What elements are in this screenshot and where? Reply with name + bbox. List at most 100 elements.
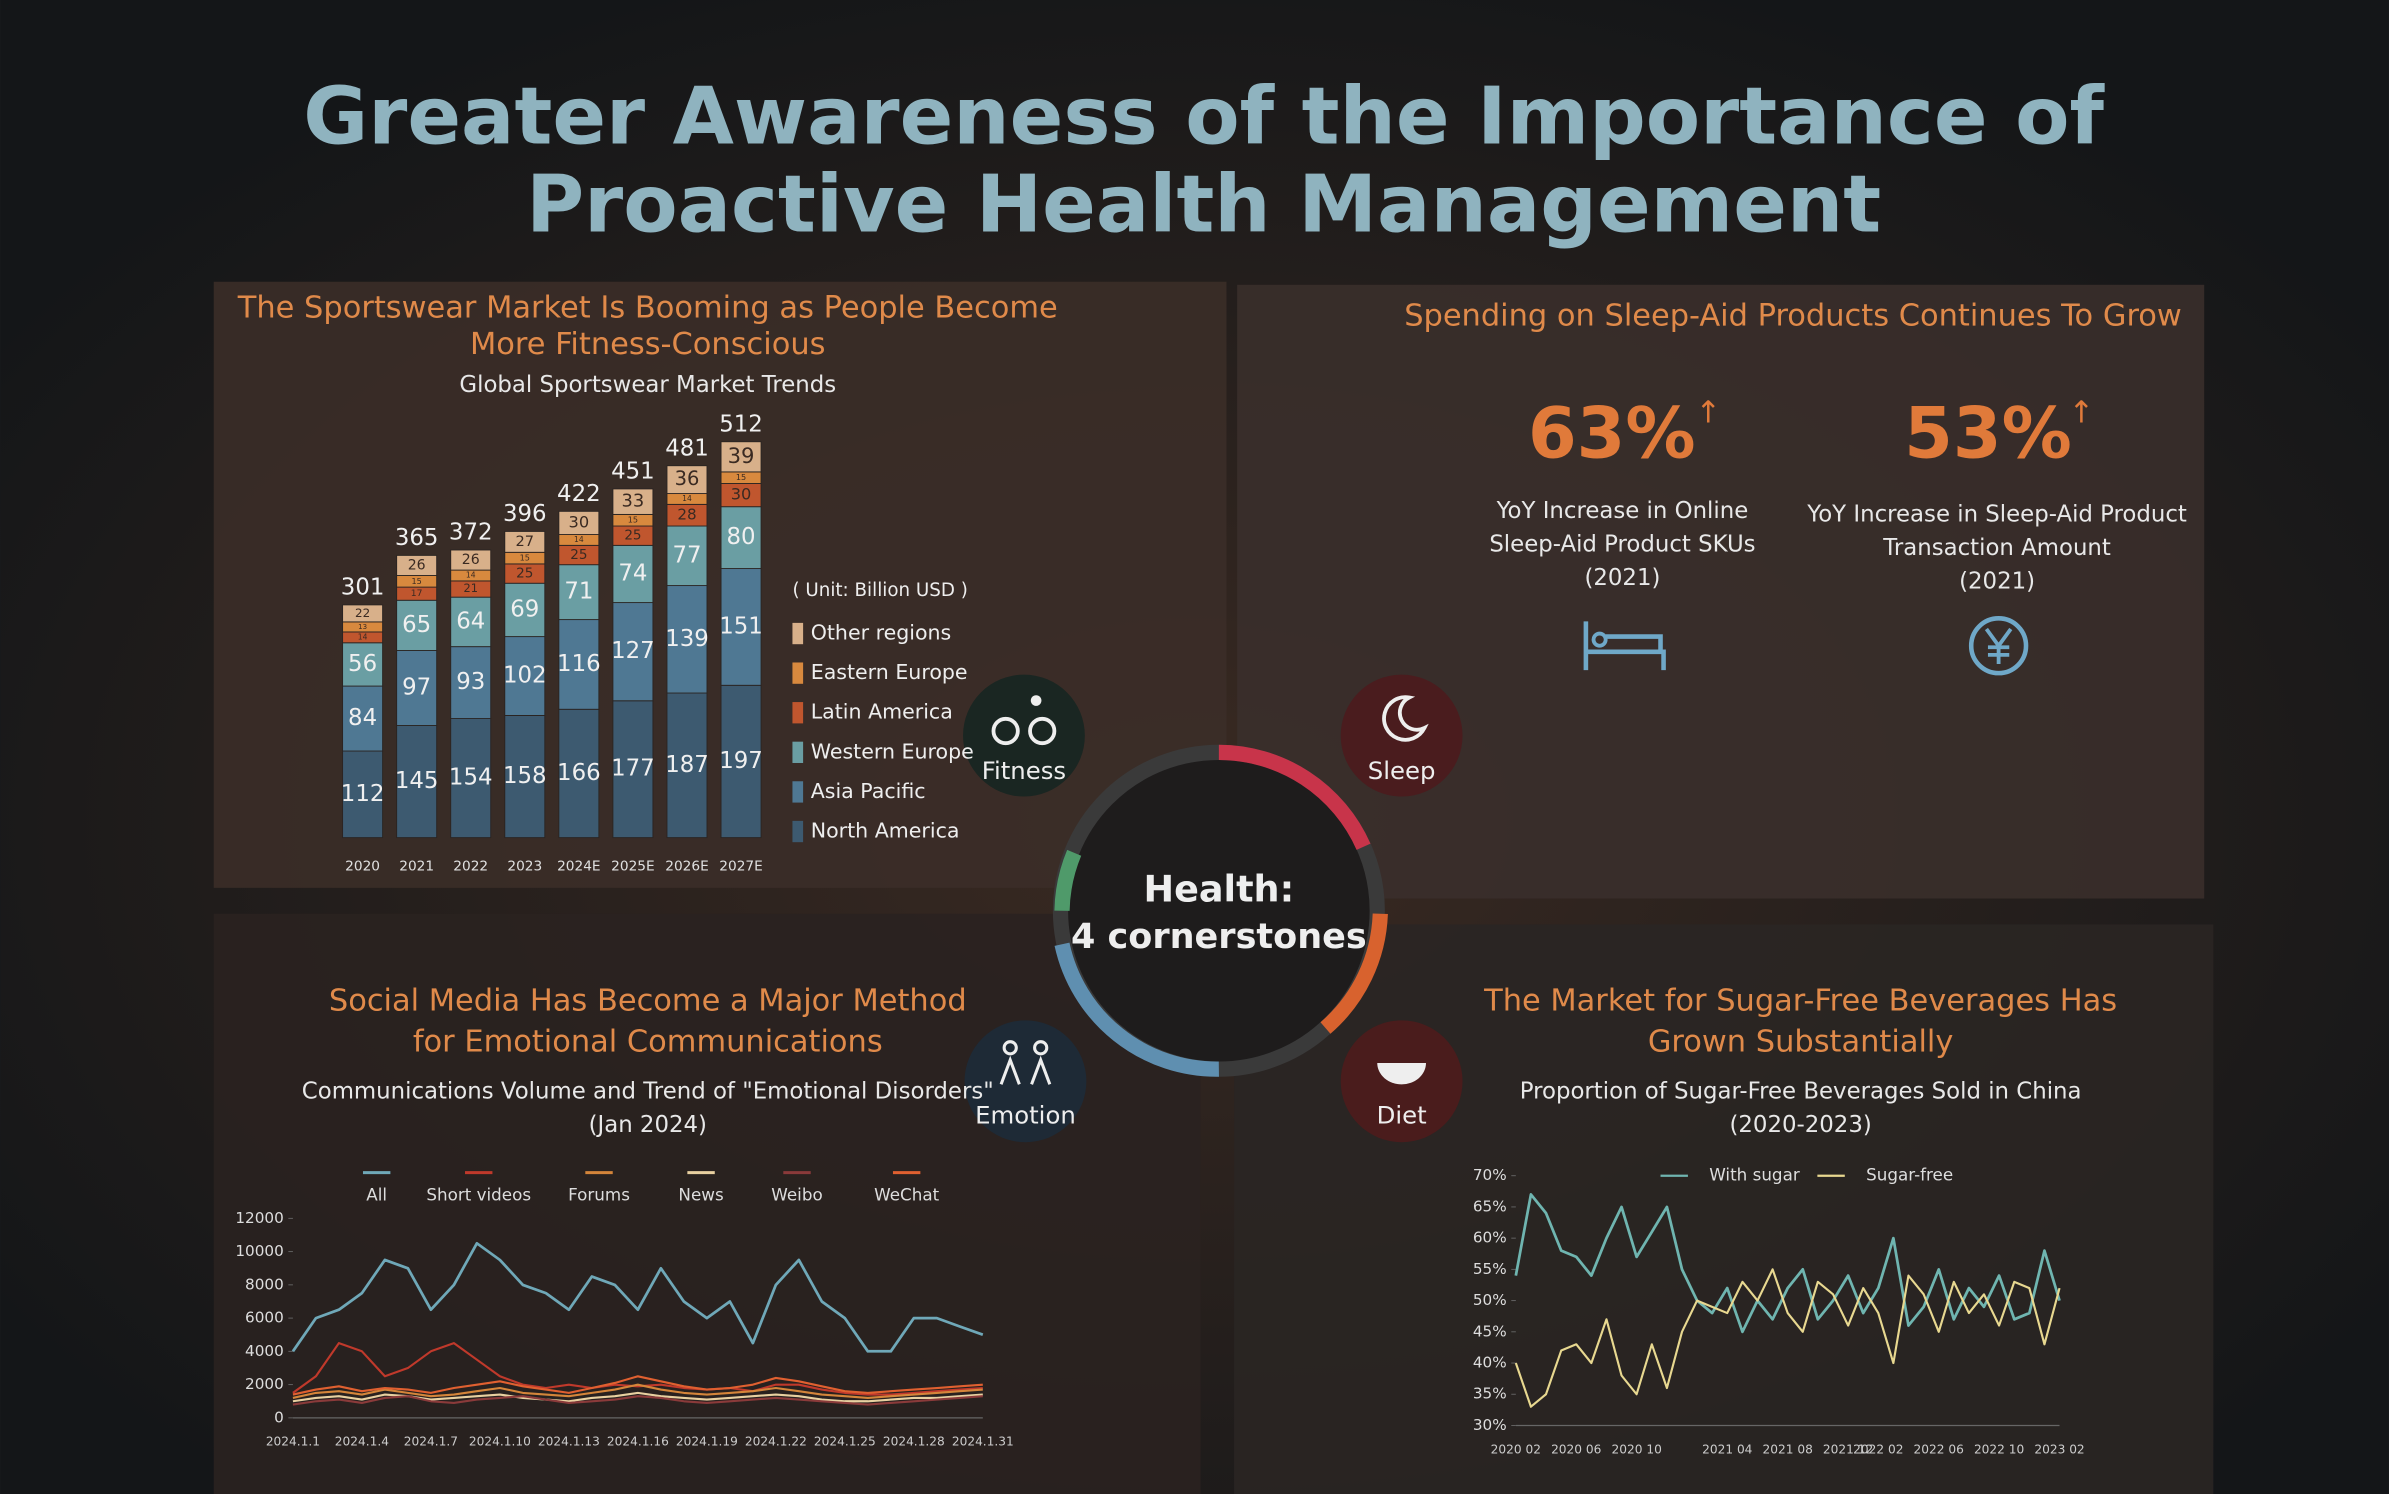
chart-subtitle: (2020-2023) <box>1730 1112 1872 1138</box>
segment-label: 166 <box>557 760 601 786</box>
series-line <box>1514 1268 2061 1408</box>
total-label: 451 <box>611 459 655 485</box>
bar-segment <box>612 544 654 604</box>
segment-label: 158 <box>503 763 547 789</box>
x-tick-label: 2024.1.19 <box>676 1435 738 1449</box>
total-label: 396 <box>503 501 547 527</box>
stat-text: (2021) <box>1959 568 2035 594</box>
segment-label: 26 <box>462 552 480 568</box>
segment-label: 197 <box>719 748 763 774</box>
icon-part <box>1033 1040 1049 1056</box>
segment-label: 15 <box>736 472 746 482</box>
legend-swatch <box>792 702 804 724</box>
x-tick-label: 2022 02 <box>1853 1442 1903 1456</box>
icon-fitness <box>963 674 1085 797</box>
total-label: 365 <box>395 525 439 551</box>
hub-label: Sleep <box>1368 756 1436 785</box>
series-line <box>291 1241 984 1353</box>
legend-swatch <box>792 781 804 803</box>
chart-title: for Emotional Communications <box>413 1025 883 1060</box>
y-tick-label: 12000 <box>235 1209 283 1227</box>
bar-segment <box>720 568 762 686</box>
chart-subtitle: Proportion of Sugar-Free Beverages Sold … <box>1520 1078 2082 1104</box>
x-tick-label: 2021 <box>399 859 434 875</box>
segment-label: 151 <box>719 613 763 639</box>
segment-label: 56 <box>348 651 377 677</box>
segment-label: 14 <box>466 571 476 580</box>
panel-heading: Spending on Sleep-Aid Products Continues… <box>1404 298 2182 333</box>
chart-title: More Fitness-Conscious <box>470 327 826 362</box>
segment-label: 30 <box>569 512 590 531</box>
x-tick-label: 2024.1.22 <box>745 1435 807 1449</box>
segment-label: 33 <box>622 491 645 512</box>
stat-text: Sleep-Aid Product SKUs <box>1489 532 1755 558</box>
panel-sleep <box>1237 284 2205 899</box>
bar-segment <box>396 650 438 726</box>
segment-label: 13 <box>358 622 367 631</box>
segment-label: 14 <box>358 632 368 641</box>
y-tick-label: 65% <box>1473 1197 1507 1215</box>
segment-label: 65 <box>402 612 431 638</box>
x-tick-label: 2024.1.4 <box>335 1435 389 1449</box>
series-line <box>292 1375 983 1396</box>
bar-segment <box>666 585 708 694</box>
segment-label: 15 <box>411 576 421 586</box>
total-label: 422 <box>557 481 601 507</box>
x-tick-label: 2026E <box>665 859 708 875</box>
icon-part <box>1030 695 1042 706</box>
segment-label: 145 <box>395 768 439 794</box>
ring-arc <box>1218 744 1371 850</box>
legend-label: Eastern Europe <box>811 660 968 684</box>
segment-label: 22 <box>355 606 370 620</box>
segment-label: 177 <box>611 756 655 782</box>
segment-label: 77 <box>672 542 701 568</box>
chart-title: The Sportswear Market Is Booming as Peop… <box>237 291 1058 326</box>
bar-segment <box>720 441 762 473</box>
segment-label: 74 <box>618 560 647 586</box>
title-line: Greater Awareness of the Importance of <box>303 69 2105 162</box>
icon-part <box>991 716 1020 746</box>
legend-label: Asia Pacific <box>811 779 926 803</box>
segment-label: 25 <box>624 528 641 544</box>
x-tick-label: 2020 02 <box>1491 1442 1541 1456</box>
bar-segment <box>342 604 384 623</box>
series-line <box>292 1383 983 1399</box>
stat-text: YoY Increase in Online <box>1496 498 1749 524</box>
segment-label: 15 <box>520 553 530 563</box>
segment-label: 112 <box>341 781 385 807</box>
total-label: 512 <box>719 411 763 437</box>
bar-segment <box>396 554 438 576</box>
icon-part <box>1382 695 1429 742</box>
x-tick-label: 2021 08 <box>1763 1442 1813 1456</box>
legend-label: Sugar-free <box>1866 1165 1953 1185</box>
y-tick-label: 4000 <box>245 1342 284 1360</box>
series-line <box>292 1395 983 1406</box>
hub-label: Diet <box>1377 1100 1427 1129</box>
x-tick-label: 2024.1.31 <box>952 1435 1014 1449</box>
legend-swatch <box>792 662 804 684</box>
stat-text: Transaction Amount <box>1882 535 2111 561</box>
segment-label: 80 <box>727 524 756 550</box>
total-label: 301 <box>341 575 385 601</box>
y-tick-label: 8000 <box>245 1275 284 1293</box>
legend-label: Weibo <box>771 1185 822 1205</box>
segment-label: 84 <box>348 705 377 731</box>
x-tick-label: 2021 12 <box>1823 1442 1873 1456</box>
segment-label: 71 <box>564 579 593 605</box>
stat-value: 63% <box>1528 393 1696 475</box>
panel-emotion <box>213 913 1201 1494</box>
icon-emotion <box>964 1020 1087 1143</box>
x-tick-label: 2021 04 <box>1702 1442 1753 1456</box>
legend-label: Forums <box>568 1185 630 1205</box>
stat-text: (2021) <box>1584 565 1660 591</box>
icon-part <box>1028 716 1057 746</box>
segment-label: 30 <box>731 485 752 504</box>
icon-part <box>1002 1040 1018 1056</box>
y-tick-label: 60% <box>1473 1229 1507 1247</box>
series-line <box>292 1342 983 1396</box>
segment-label: 27 <box>515 533 534 550</box>
segment-label: 69 <box>510 596 539 622</box>
bar-segment <box>666 692 708 839</box>
